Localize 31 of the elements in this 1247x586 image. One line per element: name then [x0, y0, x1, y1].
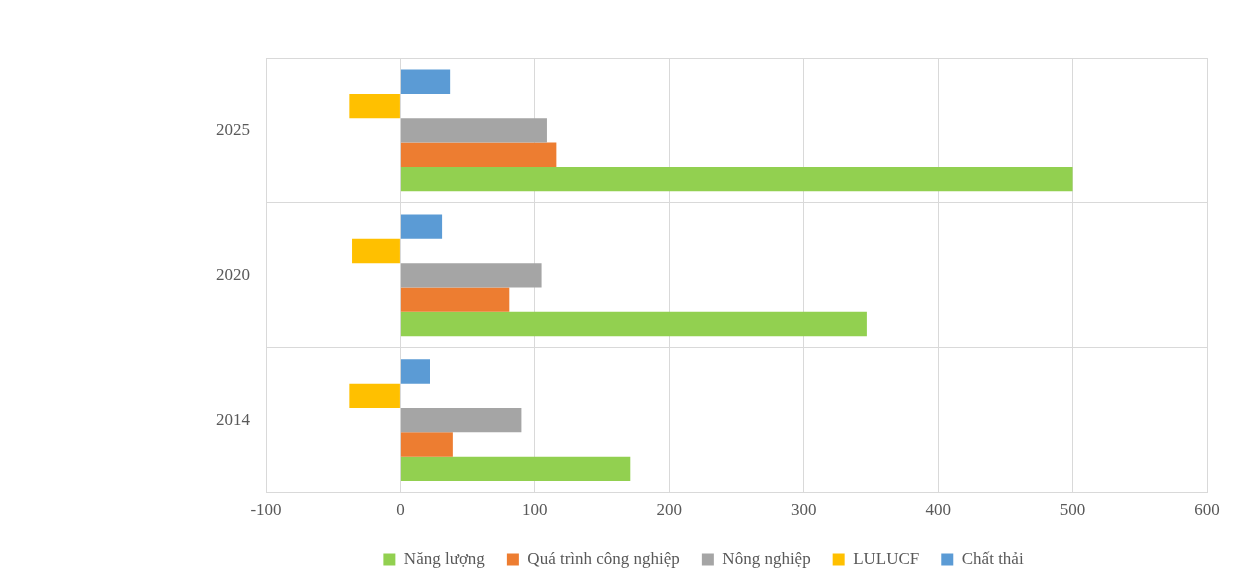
bar — [349, 93, 400, 119]
legend-label: Năng lượng — [403, 548, 486, 568]
bar — [400, 432, 453, 457]
bar — [400, 408, 522, 433]
bar — [400, 142, 557, 167]
x-tick-label: 100 — [522, 500, 548, 520]
x-tick-label: 200 — [656, 500, 683, 520]
bar — [400, 359, 430, 384]
x-tick-label: -100 — [250, 500, 282, 520]
bar — [400, 166, 1073, 192]
x-tick-label: 300 — [790, 500, 817, 520]
x-tick-label: 500 — [1059, 500, 1086, 520]
x-tick-label: 0 — [396, 500, 405, 520]
legend-label: Quá trình công nghiệp — [527, 548, 680, 568]
bar — [349, 383, 400, 408]
legend-label: LULUCF — [853, 548, 920, 568]
bar — [400, 118, 547, 143]
y-tick-label: 2014 — [216, 409, 251, 429]
legend-label: Chất thải — [961, 548, 1024, 568]
legend-label: Nông nghiệp — [722, 548, 811, 568]
x-tick-label: 600 — [1194, 500, 1220, 520]
bar — [352, 238, 400, 264]
bar — [400, 456, 631, 482]
x-tick-label: 400 — [925, 500, 951, 520]
bar — [400, 214, 443, 239]
bar — [400, 311, 867, 337]
bar — [400, 69, 451, 94]
y-tick-label: 2020 — [216, 264, 250, 284]
y-tick-label: 2025 — [216, 119, 250, 139]
bar — [400, 263, 542, 288]
bar — [400, 287, 510, 312]
